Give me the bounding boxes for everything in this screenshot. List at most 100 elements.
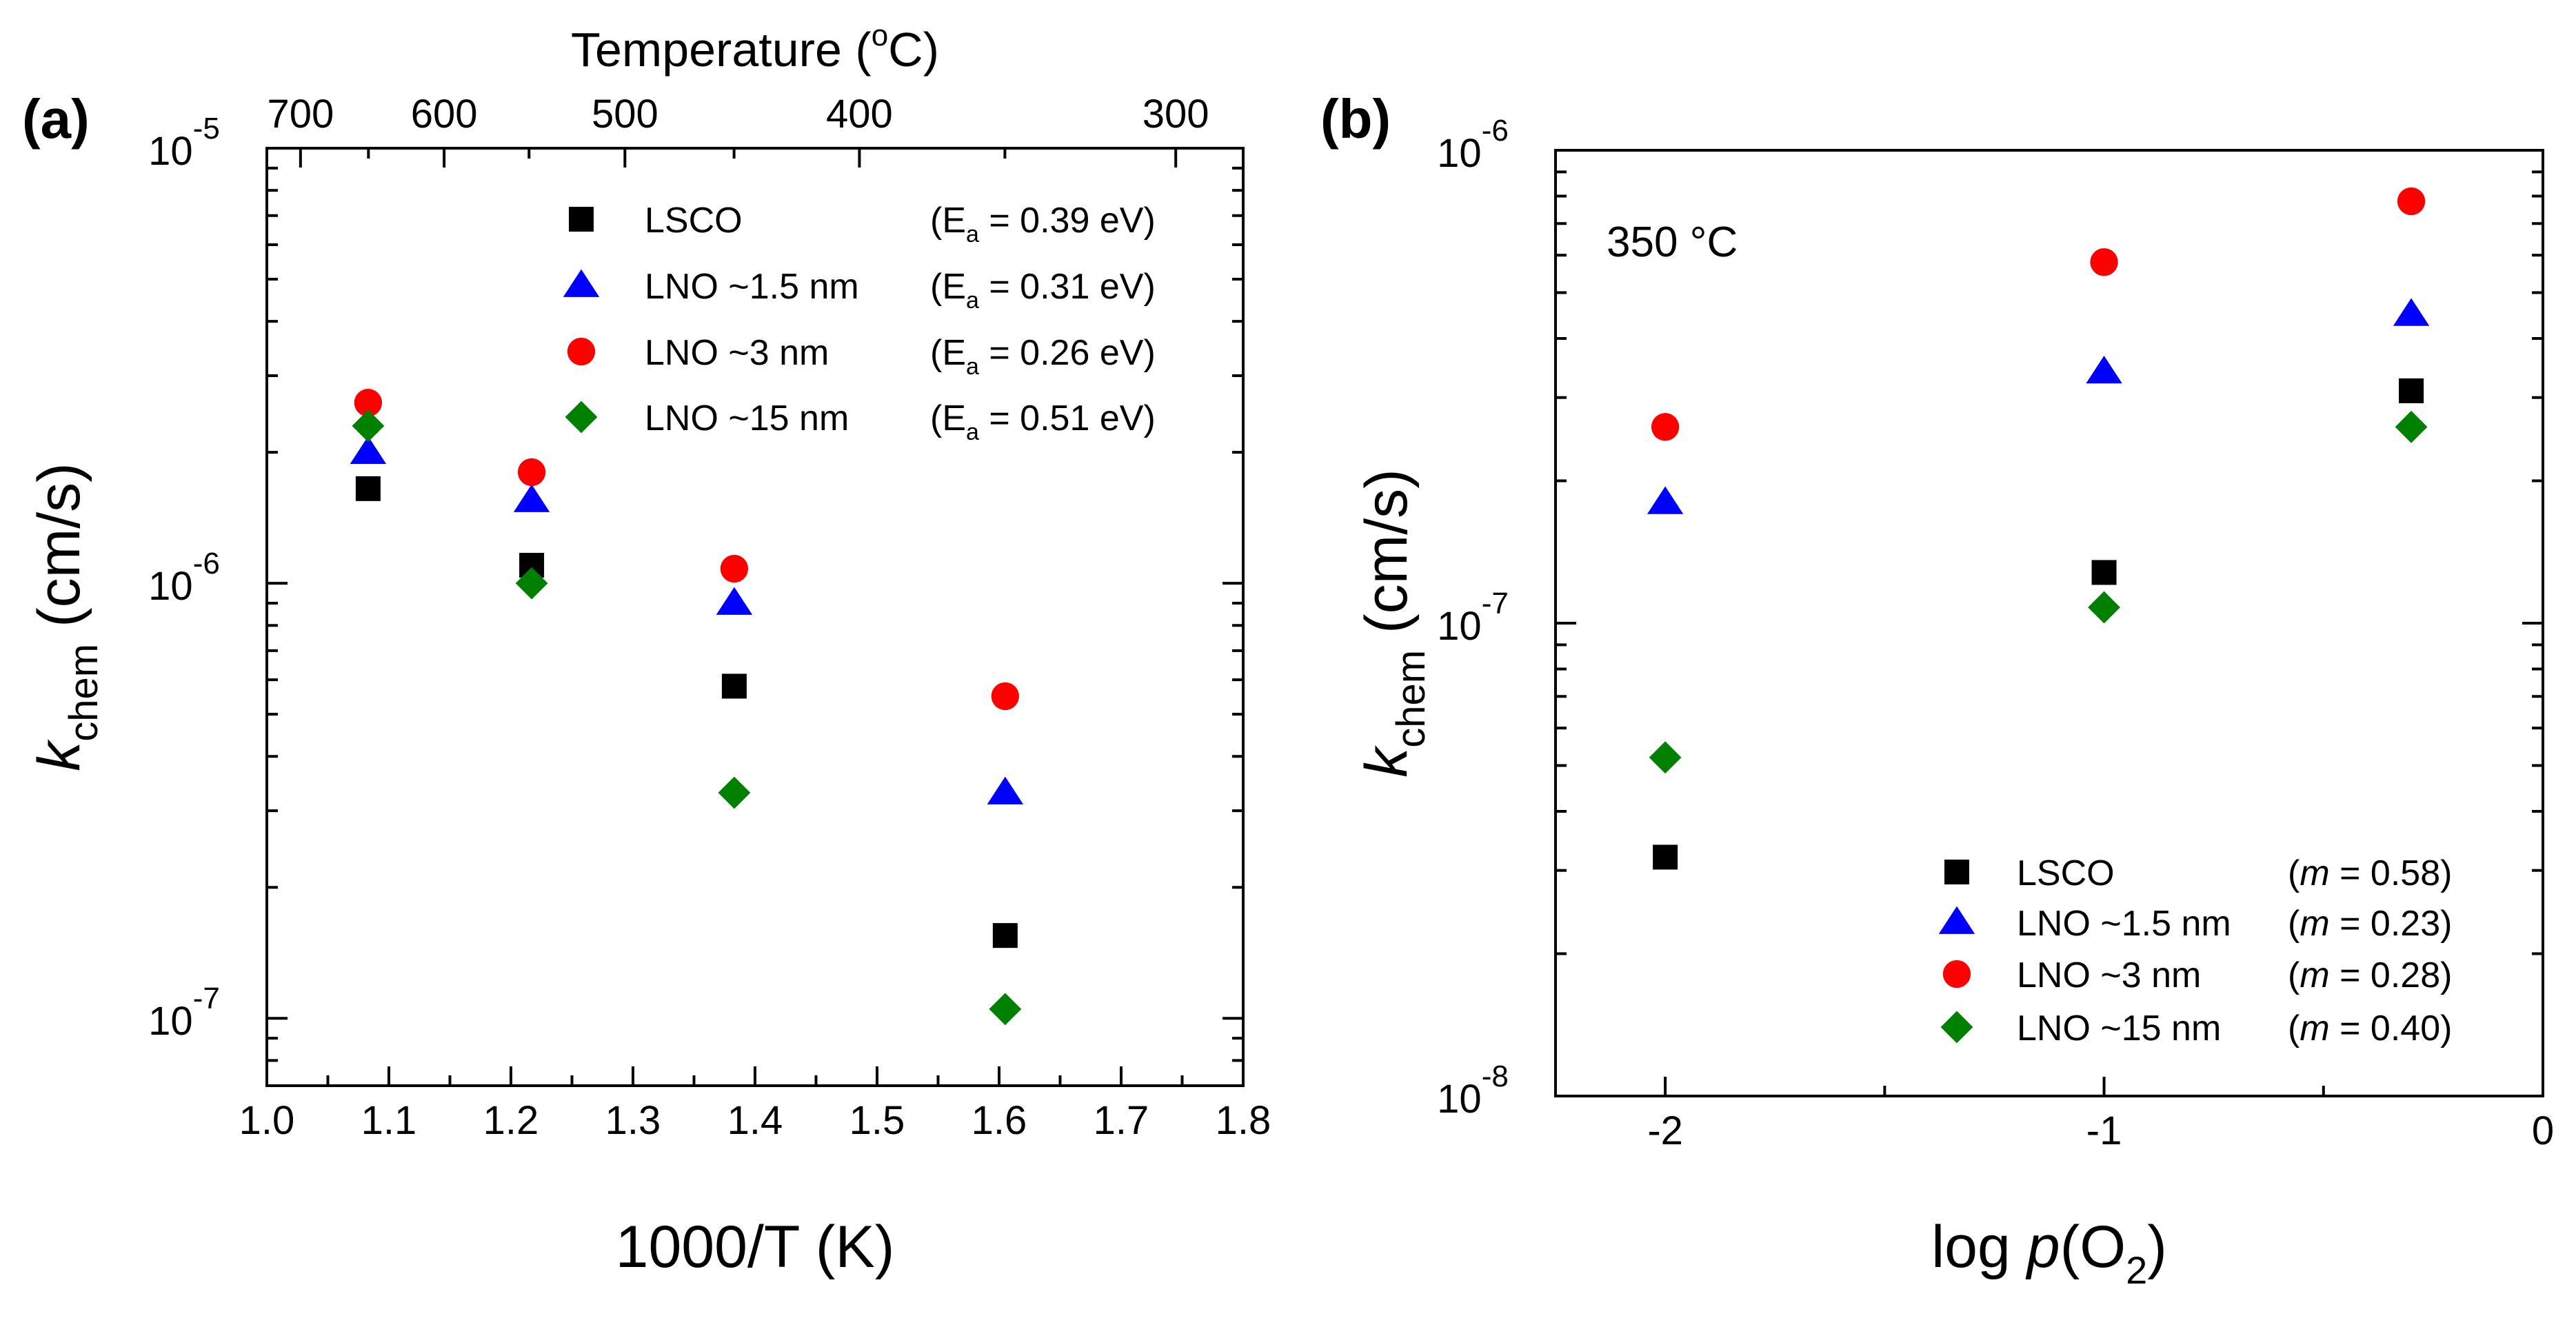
note-italic: m [2300,853,2329,893]
series-lsco [1653,378,2424,870]
legend-note: (Ea = 0.51 eV) [930,398,1156,445]
marker-triangle [1647,486,1684,514]
note-post: = 0.51 eV) [979,398,1156,438]
tick-base: 10 [148,564,193,609]
marker-diamond [989,993,1022,1026]
x-tick-label: 1.1 [361,1098,417,1143]
panel-label-b: (b) [1320,88,1391,150]
top-title-sup: o [872,19,888,52]
note-sub: a [966,354,979,380]
legend-b: LSCO (m = 0.58)LNO ~1.5 nm (m = 0.23)LNO ~… [1938,853,2453,1048]
y-axis-b: 10-810-710-6 [1437,114,2543,1122]
marker-circle [2397,187,2426,216]
marker-diamond [352,409,385,443]
legend-label: LNO ~1.5 nm [645,267,859,307]
temperature-annotation: 350 °C [1607,219,1738,266]
x-tick-label: 1.6 [972,1098,1027,1143]
marker-square [1653,844,1678,870]
ylabel-sub: chem [61,644,106,742]
note-post: = 0.26 eV) [979,333,1156,373]
marker-circle [354,389,383,417]
tick-base: 10 [1437,1077,1482,1122]
y-axis-a: 10-710-610-5 [148,112,1243,1062]
series-lno-15-nm [1649,410,2428,774]
legend-label: LSCO [645,201,743,241]
plot-frame-b [1554,149,2544,1097]
xlabel-mid: (O [2060,1214,2126,1280]
marker-diamond [515,567,548,600]
marker-triangle [563,269,600,297]
x-tick-label: 1.0 [239,1098,295,1143]
top-tick-label: 300 [1143,92,1209,136]
marker-triangle [2086,356,2122,384]
note-pre: (E [930,398,966,438]
x-axis-title-b: log p(O2) [1931,1214,2167,1292]
y-tick-label: 10-6 [148,547,220,609]
note-post: = 0.40) [2330,1008,2453,1048]
tick-exp: -7 [193,982,220,1015]
note-pre: ( [2288,853,2300,893]
marker-circle [991,682,1020,711]
legend-label: LSCO [2017,853,2115,893]
marker-circle [720,554,749,583]
legend-label: LNO ~15 nm [2017,1008,2221,1048]
top-tick-label: 700 [267,92,334,136]
x-axis-a: 1.0 1.1 1.2 1.3 1.4 1.5 1.6 1.7 1.8 [239,1066,1271,1143]
note-post: = 0.58) [2330,853,2453,893]
x-tick-label: -1 [2086,1108,2122,1153]
series-lsco [355,476,1018,949]
tick-exp: -6 [1482,114,1509,148]
x-tick-label: 1.3 [605,1098,661,1143]
x-tick-label: 1.7 [1094,1098,1149,1143]
note-italic: m [2300,904,2329,944]
x-tick-label: 1.2 [483,1098,539,1143]
marker-square [721,673,747,699]
legend-label: LNO ~3 nm [2017,955,2201,995]
legend-a: LSCO (Ea = 0.39 eV) LNO ~1.5 nm (Ea = 0.31 … [563,201,1156,445]
top-tick-label: 500 [592,92,658,136]
note-italic: m [2300,1008,2329,1048]
y-tick-label: 10-6 [1437,114,1509,176]
legend-label: LNO ~1.5 nm [2017,904,2231,944]
tick-exp: -6 [193,547,220,580]
marker-circle [1651,413,1680,441]
x-axis-title-a: 1000/T (K) [616,1214,895,1280]
marker-triangle [716,587,753,615]
marker-square [569,207,594,232]
legend-label: LNO ~3 nm [645,333,829,373]
marker-diamond [1940,1011,1973,1044]
marker-diamond [565,401,598,434]
marker-square [2091,560,2117,585]
tick-base: 10 [1437,604,1482,649]
tick-exp: -5 [193,112,220,145]
top-title-main: Temperature ( [571,23,872,77]
legend-note: (m = 0.28) [2288,955,2452,995]
note-sub: a [966,287,979,314]
x-tick-label: -2 [1647,1108,1683,1153]
tick-base: 10 [1437,131,1482,176]
y-axis-title-b: kchem (cm/s) [1354,469,1433,778]
marker-triangle [513,484,550,512]
top-axis-a: 700 600 500 400 300 Temperature (oC) [267,19,1209,168]
note-pre: (E [930,333,966,373]
note-post: = 0.28) [2330,955,2453,995]
ylabel-unit: (cm/s) [1354,469,1420,650]
legend-note: (Ea = 0.39 eV) [930,201,1156,247]
legend-note: (m = 0.23) [2288,904,2452,944]
top-axis-title: Temperature (oC) [571,19,939,77]
xlabel-post: ) [2147,1214,2167,1280]
marker-triangle [987,776,1024,804]
x-tick-label: 1.4 [727,1098,783,1143]
tick-base: 10 [148,999,193,1044]
tick-exp: -7 [1482,587,1509,620]
marker-circle [2090,248,2118,276]
legend-note: (Ea = 0.31 eV) [930,267,1156,314]
series-lno-3-nm [354,389,1020,711]
legend-note: (m = 0.58) [2288,853,2452,893]
legend-note: (Ea = 0.26 eV) [930,333,1156,380]
y-tick-label: 10-7 [148,982,220,1044]
xlabel-sub: 2 [2126,1248,2147,1292]
